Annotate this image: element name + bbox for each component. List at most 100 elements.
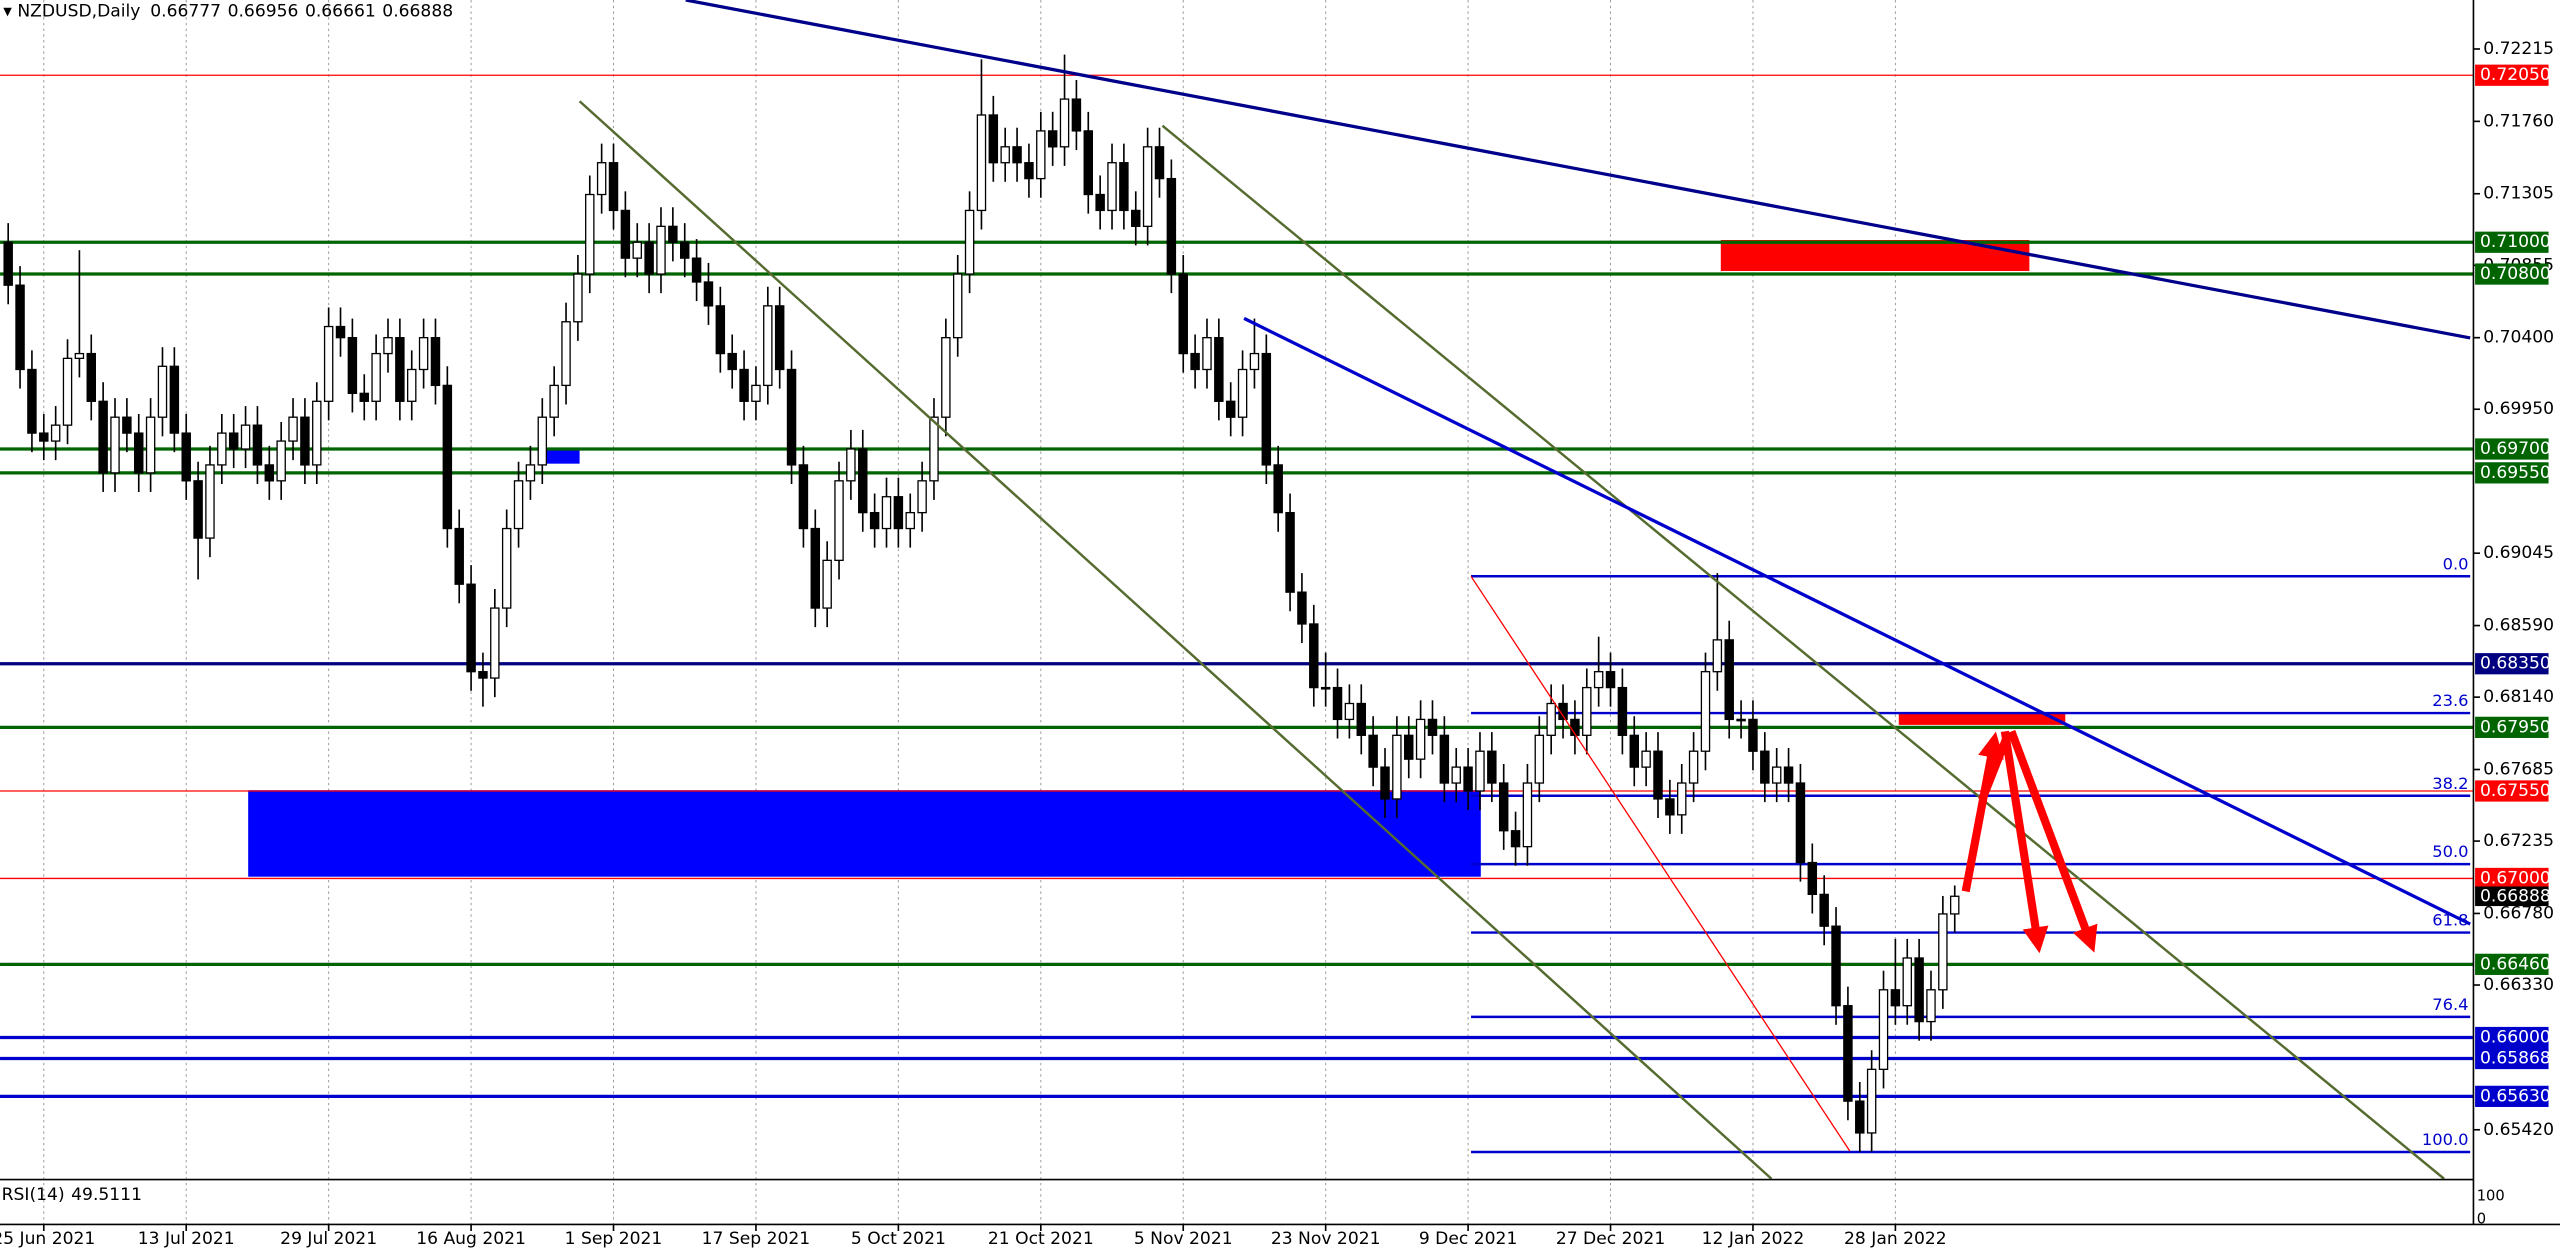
candle-body [1178, 273, 1188, 355]
price-label-box [2475, 886, 2549, 907]
level-label-box [2475, 653, 2549, 675]
candle-body [407, 368, 417, 402]
candle-body [1949, 895, 1960, 915]
level-label-box [2475, 1047, 2549, 1070]
level-label-box [2475, 462, 2549, 484]
rsi-label: RSI(14) [2, 1185, 65, 1205]
level-label: 0.67950 [2480, 717, 2551, 737]
candle-body [1546, 702, 1556, 736]
candle-body [228, 432, 239, 450]
level-label-box [2475, 231, 2549, 253]
candle-body [1012, 146, 1022, 164]
candle-body [929, 416, 939, 482]
candle-body [169, 365, 180, 434]
candle-body [240, 424, 251, 450]
candle-body [98, 400, 108, 474]
candle-body [1047, 130, 1058, 148]
candle-body [834, 480, 844, 562]
candle-body [1510, 830, 1521, 848]
projection-arrows [1961, 729, 2098, 954]
candle-body [1392, 734, 1402, 800]
candle-body [715, 305, 726, 355]
candle-body [1926, 989, 1936, 1023]
candles [3, 54, 1960, 1153]
y-tick-label: 0.70400 [2483, 328, 2554, 348]
x-tick-label: 28 Jan 2022 [1844, 1229, 1947, 1249]
candle-body [1665, 798, 1675, 816]
candle-body [1522, 782, 1533, 848]
candle-body [1273, 464, 1283, 514]
level-label: 0.67550 [2480, 781, 2551, 801]
candle-body [1131, 209, 1141, 227]
candle-body [585, 193, 595, 275]
candle-body [1463, 766, 1473, 792]
candle-body [1498, 782, 1509, 832]
candle-body [1380, 766, 1390, 800]
candle-body [478, 671, 488, 679]
candle-body [1368, 734, 1378, 768]
candle-body [1024, 162, 1034, 180]
candle-body [1000, 146, 1010, 164]
y-tick-label: 0.65420 [2483, 1120, 2554, 1140]
candle-body [1890, 989, 1901, 1007]
candle-body [1748, 718, 1758, 752]
candle-body [1866, 1068, 1877, 1134]
level-label: 0.70800 [2480, 264, 2551, 284]
candle-body [217, 432, 227, 466]
candle-body [1641, 750, 1651, 768]
candle-body [988, 114, 999, 164]
candle-body [383, 337, 393, 355]
x-tick-label: 1 Sep 2021 [565, 1229, 663, 1249]
candle-body [442, 384, 453, 530]
candle-body [763, 305, 773, 387]
y-tick-label: 0.67235 [2483, 831, 2554, 851]
candle-body [1309, 623, 1319, 689]
candle-body [1914, 957, 1924, 1023]
x-tick-label: 17 Sep 2021 [702, 1229, 811, 1249]
candle-body [644, 241, 654, 275]
x-tick-label: 13 Jul 2021 [138, 1229, 235, 1249]
rsi-title: RSI(14) 49.5111 [2, 1185, 142, 1205]
candle-body [490, 607, 500, 679]
candle-body [1095, 193, 1105, 212]
level-label: 0.72050 [2480, 65, 2551, 85]
candle-body [1593, 671, 1604, 689]
target-zone [1898, 713, 2066, 725]
candle-body [1724, 639, 1734, 721]
levels [0, 74, 2474, 1098]
level-label: 0.69700 [2480, 439, 2551, 459]
candle-body [1439, 734, 1450, 784]
candle-body [371, 352, 381, 402]
candle-body [1142, 146, 1153, 227]
fib-label: 50.0 [2432, 842, 2468, 861]
candle-body [703, 281, 714, 307]
fib-label: 38.2 [2432, 774, 2468, 793]
y-tick-label: 0.69045 [2483, 543, 2554, 563]
candle-body [1214, 337, 1224, 402]
candle-body [668, 225, 678, 243]
candle-body [1487, 750, 1497, 784]
candle-body [917, 480, 927, 514]
candle-body [1261, 352, 1272, 466]
channel-line [578, 100, 1773, 1180]
candle-body [952, 273, 963, 339]
candle-body [145, 416, 156, 474]
candle-body [1807, 861, 1818, 896]
candle-body [1415, 718, 1426, 760]
candle-body [1617, 686, 1628, 736]
candle-body [1771, 766, 1782, 784]
x-tick-label: 29 Jul 2021 [280, 1229, 377, 1249]
candle-body [347, 337, 358, 394]
candle-body [1629, 734, 1639, 768]
candle-body [430, 337, 441, 387]
rsi-value: 49.5111 [71, 1185, 142, 1205]
candle-body [596, 162, 607, 196]
candle-body [525, 464, 536, 482]
x-tick-label: 21 Oct 2021 [988, 1229, 1094, 1249]
candle-body [691, 257, 702, 283]
y-tick-label: 0.67685 [2483, 760, 2554, 780]
candle-body [418, 337, 429, 371]
candle-body [1071, 98, 1082, 132]
fib-label: 61.8 [2432, 911, 2468, 930]
candle-body [549, 384, 559, 418]
